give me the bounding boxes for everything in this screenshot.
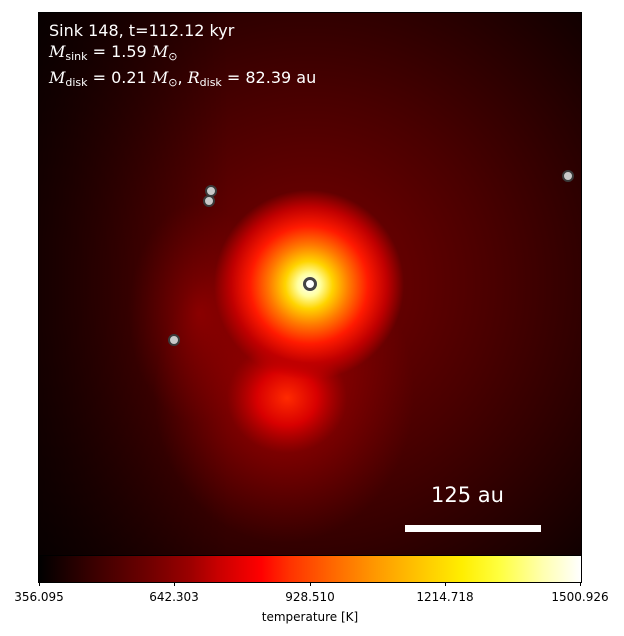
colorbar-tick <box>580 582 581 586</box>
temperature-map-panel: Sink 148, t=112.12 kyr Msink = 1.59 M⊙ M… <box>38 12 582 556</box>
colorbar-label: temperature [K] <box>261 610 359 624</box>
colorbar-tick-label: 928.510 <box>285 590 335 604</box>
colorbar-tick <box>174 582 175 586</box>
sink-particle <box>205 185 217 197</box>
colorbar-tick <box>445 582 446 586</box>
sink-info-text: Sink 148, t=112.12 kyr Msink = 1.59 M⊙ M… <box>49 20 316 93</box>
temperature-colorbar <box>38 555 582 583</box>
sink-title: Sink 148, t=112.12 kyr <box>49 21 235 40</box>
sink-particles <box>168 170 574 346</box>
disk-info-line: Mdisk = 0.21 M⊙, Rdisk = 82.39 au <box>49 68 317 89</box>
sink-particle <box>562 170 574 182</box>
colorbar-tick <box>310 582 311 586</box>
colorbar-tick-label: 1214.718 <box>416 590 474 604</box>
sink-particle <box>203 195 215 207</box>
colorbar-tick-label: 356.095 <box>14 590 64 604</box>
sink-mass-line: Msink = 1.59 M⊙ <box>49 42 178 63</box>
central-sink-particle <box>303 277 317 291</box>
scale-bar-label: 125 au <box>431 483 504 507</box>
sink-particle <box>168 334 180 346</box>
colorbar-tick-label: 1500.926 <box>551 590 609 604</box>
scale-bar <box>405 525 541 532</box>
temperature-field <box>39 13 581 555</box>
colorbar-tick <box>39 582 40 586</box>
colorbar-tick-label: 642.303 <box>149 590 199 604</box>
